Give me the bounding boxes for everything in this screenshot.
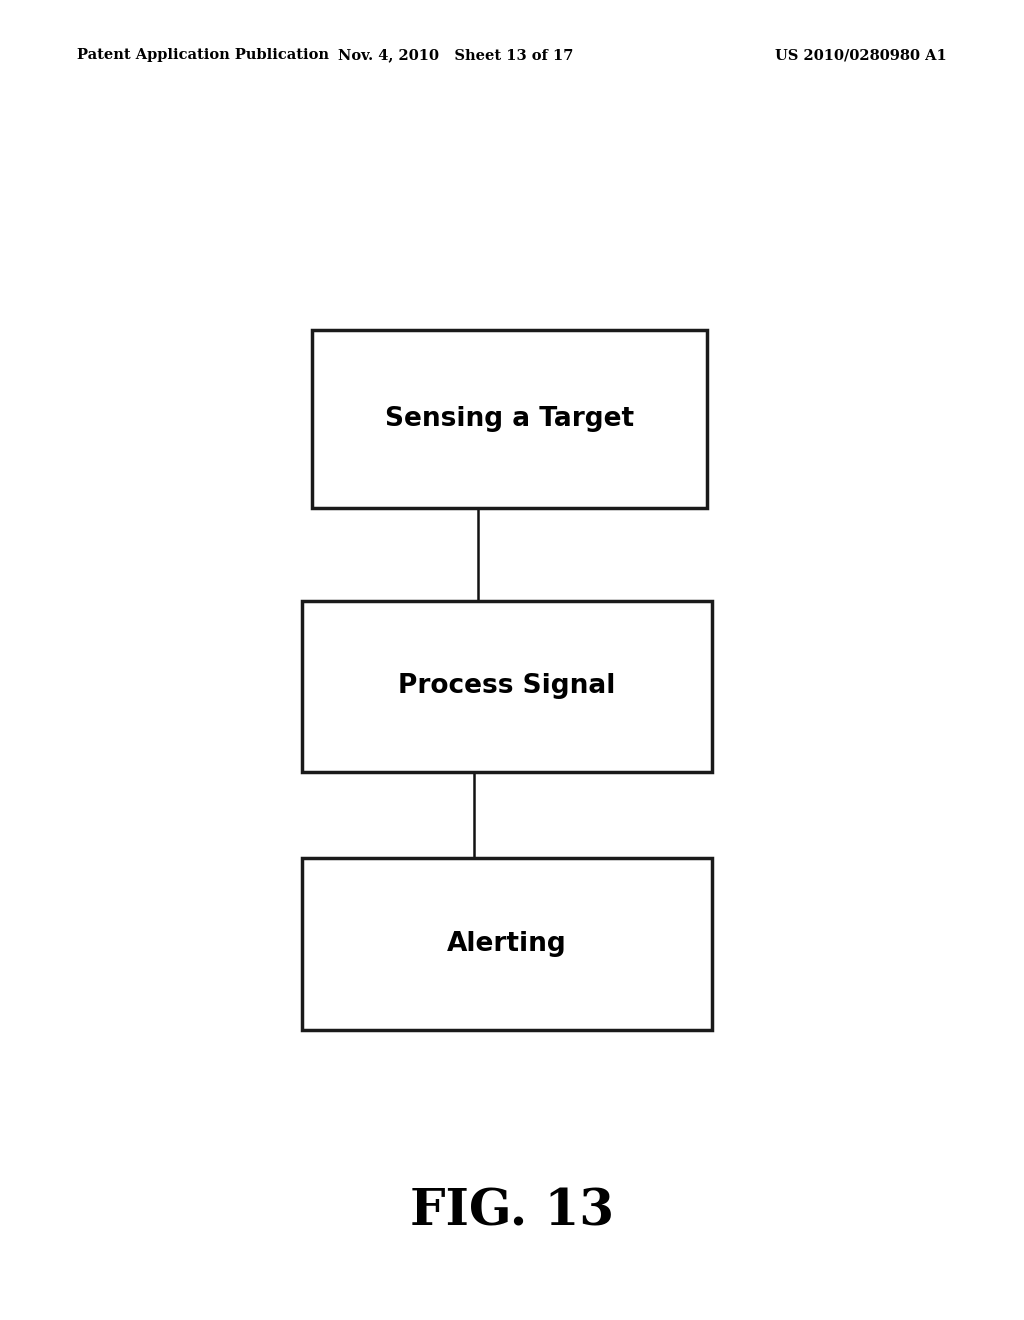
Bar (302, 858, 712, 1030)
Bar (312, 330, 707, 508)
Text: Nov. 4, 2010   Sheet 13 of 17: Nov. 4, 2010 Sheet 13 of 17 (338, 49, 573, 62)
Bar (302, 601, 712, 772)
Text: Sensing a Target: Sensing a Target (385, 407, 634, 432)
Text: US 2010/0280980 A1: US 2010/0280980 A1 (775, 49, 947, 62)
Text: Patent Application Publication: Patent Application Publication (77, 49, 329, 62)
Text: Process Signal: Process Signal (398, 673, 615, 700)
Text: Alerting: Alerting (447, 931, 566, 957)
Text: FIG. 13: FIG. 13 (410, 1187, 614, 1237)
